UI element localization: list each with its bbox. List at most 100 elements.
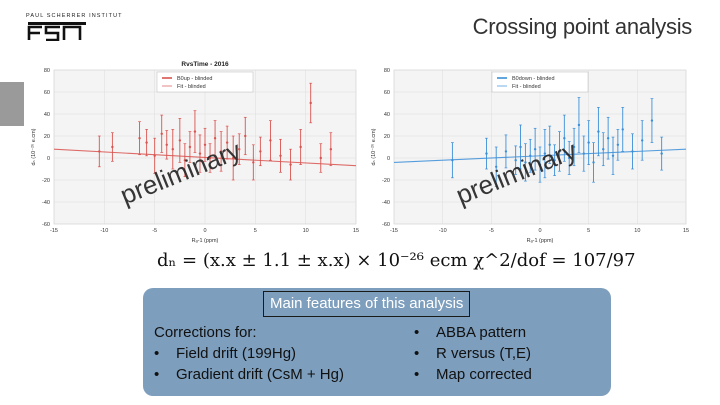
panel-title: Main features of this analysis	[263, 291, 471, 317]
data-point	[111, 145, 114, 149]
x-axis-label: Rₐ-1 (ppm)	[527, 238, 554, 244]
data-point	[225, 141, 229, 144]
data-point	[602, 148, 605, 151]
x-tick-label: 15	[683, 228, 689, 234]
data-point	[319, 156, 322, 160]
x-tick-label: 0	[203, 228, 206, 234]
data-point	[238, 148, 241, 151]
data-point	[553, 159, 556, 162]
data-point	[279, 154, 282, 157]
data-point	[138, 137, 141, 140]
y-axis-label: dₙ (10⁻²⁶ e.cm)	[30, 128, 37, 165]
data-point	[219, 150, 223, 153]
y-tick-label: -40	[382, 200, 390, 206]
list-item: • ABBA pattern	[414, 322, 532, 343]
x-axis-label: Rₐ-1 (ppm)	[192, 238, 219, 244]
data-point	[252, 161, 255, 164]
y-tick-label: 20	[44, 134, 50, 140]
data-point	[660, 152, 663, 155]
y-tick-label: 20	[384, 134, 390, 140]
data-point	[259, 150, 262, 153]
list-item-text: Gradient drift (CsM + Hg)	[176, 366, 344, 383]
data-point	[563, 137, 566, 140]
data-point	[543, 152, 547, 155]
legend-entry: Fit - blinded	[512, 84, 541, 90]
list-item: • Map corrected	[414, 364, 532, 385]
logo-text: PAUL SCHERRER INSTITUT	[26, 13, 123, 19]
y-tick-label: 80	[384, 68, 390, 74]
psi-logo-mark	[27, 22, 86, 42]
edm-result-formula: dₙ = (x.x ± 1.1 ± x.x) × 10⁻²⁶ ecm χ^2/d…	[157, 250, 636, 271]
data-point	[592, 161, 595, 164]
data-point	[183, 159, 187, 162]
chart-title: RvsTime - 2016	[181, 61, 229, 68]
y-tick-label: -40	[42, 200, 50, 206]
data-point	[572, 145, 576, 149]
data-point	[558, 150, 561, 153]
y-axis-label: dₙ (10⁻²⁶ e.cm)	[370, 128, 377, 165]
y-tick-label: 40	[44, 112, 50, 118]
list-item-text: ABBA pattern	[436, 324, 527, 341]
slide-title: Crossing point analysis	[472, 14, 693, 39]
data-point	[145, 141, 148, 144]
fit-line	[393, 148, 687, 163]
data-point	[244, 134, 247, 138]
legend-entry: Fit - blinded	[177, 84, 206, 90]
data-point	[299, 145, 302, 149]
y-tick-label: 0	[387, 156, 390, 162]
data-point	[188, 145, 192, 149]
x-tick-label: 10	[303, 228, 309, 234]
data-point	[621, 128, 624, 131]
data-point	[606, 137, 610, 140]
data-point	[568, 156, 571, 160]
psi-logo: PAUL SCHERRER INSTITUT	[26, 13, 123, 46]
data-point	[538, 163, 542, 166]
list-item: • Field drift (199Hg)	[154, 343, 344, 364]
data-point	[198, 152, 202, 155]
y-tick-label: 80	[44, 68, 50, 74]
list-item: • Gradient drift (CsM + Hg)	[154, 364, 344, 385]
y-tick-label: -60	[382, 222, 390, 228]
legend-entry: B0down - blinded	[512, 76, 555, 82]
y-tick-label: -20	[382, 178, 390, 184]
list-item: • R versus (T,E)	[414, 343, 532, 364]
y-tick-label: 0	[47, 156, 50, 162]
x-tick-label: 5	[254, 228, 257, 234]
data-point	[514, 159, 517, 162]
y-tick-label: 60	[384, 90, 390, 96]
data-point	[650, 119, 654, 122]
x-tick-label: -10	[439, 228, 447, 234]
list-item-text: Map corrected	[436, 366, 532, 383]
x-tick-label: 15	[353, 228, 359, 234]
x-tick-label: 10	[634, 228, 640, 234]
data-point	[178, 139, 182, 142]
side-tab	[0, 82, 24, 126]
x-tick-label: -5	[489, 228, 494, 234]
bullet: •	[414, 324, 420, 341]
data-point	[213, 137, 217, 140]
data-point	[289, 163, 292, 166]
x-tick-label: 0	[538, 228, 541, 234]
data-point	[269, 139, 272, 142]
x-tick-label: -5	[152, 228, 157, 234]
corrections-list: Corrections for: • Field drift (199Hg) • G…	[154, 322, 344, 385]
data-point	[524, 161, 527, 164]
data-point	[495, 165, 498, 168]
bullet: •	[154, 345, 160, 362]
data-point	[641, 139, 644, 142]
x-tick-label: 5	[587, 228, 590, 234]
y-tick-label: -60	[42, 222, 50, 228]
data-point	[597, 130, 600, 133]
data-point	[160, 132, 163, 135]
data-point	[193, 130, 197, 133]
data-point	[504, 150, 508, 153]
data-point	[533, 148, 537, 151]
x-tick-label: -10	[100, 228, 108, 234]
data-point	[519, 145, 522, 149]
data-point	[611, 154, 615, 157]
bullet: •	[414, 366, 420, 383]
bullet: •	[154, 366, 160, 383]
data-point	[577, 123, 581, 127]
y-tick-label: -20	[42, 178, 50, 184]
bullet: •	[414, 345, 420, 362]
